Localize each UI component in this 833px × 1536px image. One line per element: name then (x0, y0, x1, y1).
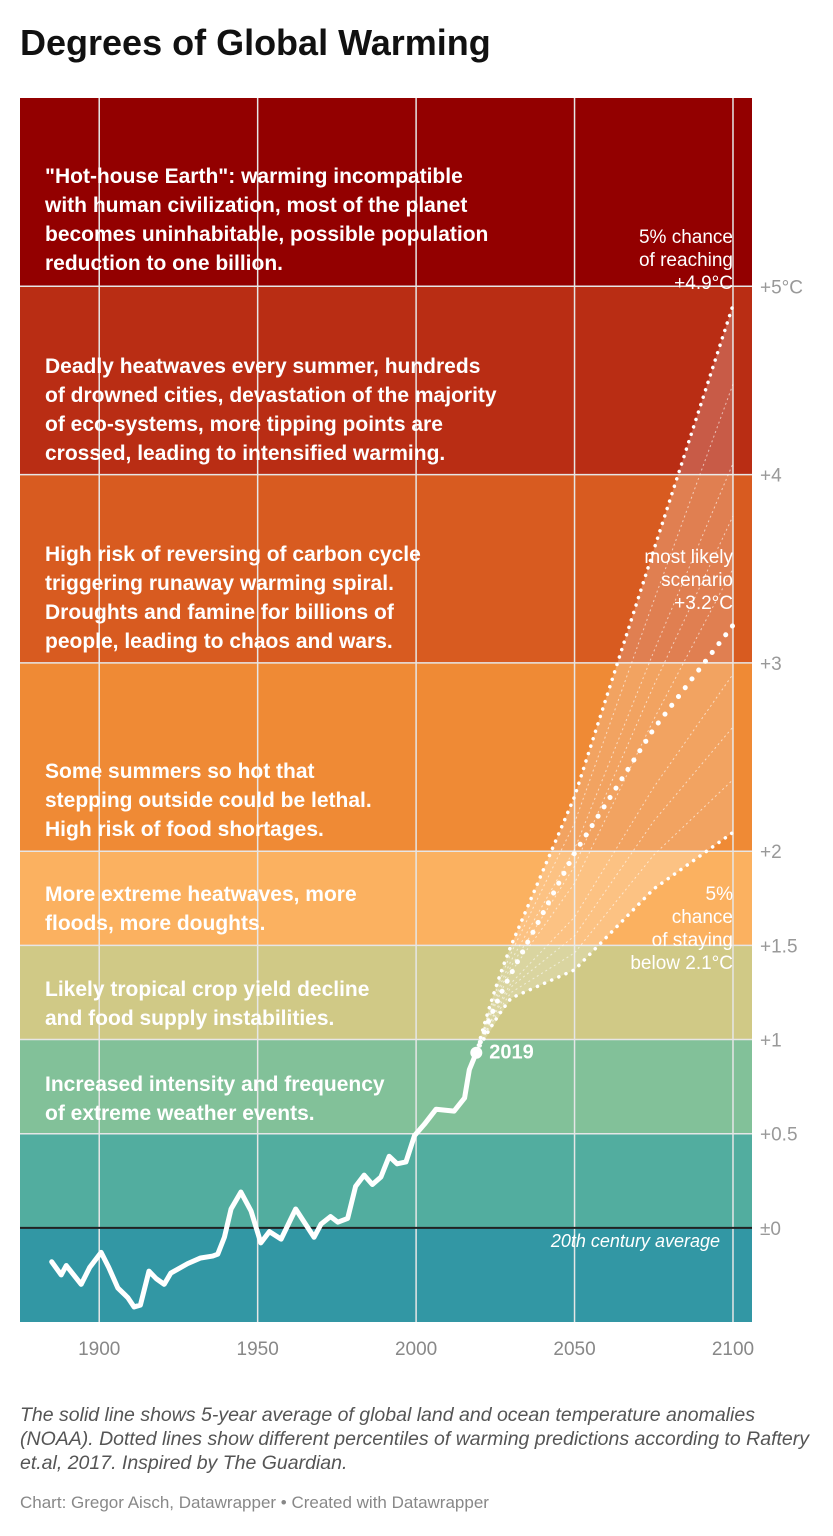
chart-title: Degrees of Global Warming (20, 22, 491, 63)
caption: The solid line shows 5-year average of g… (20, 1404, 810, 1474)
y-tick-label: +5°C (760, 277, 803, 298)
projection-label: 5% chance of staying below 2.1°C (630, 884, 733, 974)
projection-range-area (476, 305, 733, 1053)
band-2 (20, 1039, 752, 1134)
band-4 (20, 851, 752, 946)
chart: 1900 1950 2000 2050 2100 ±0 +0.5 +1 +1.5 +2 +3 +4 +5… (20, 98, 803, 1360)
y-tick-label: +1.5 (760, 936, 798, 957)
projection-line (475, 515, 734, 1053)
band-annotation: "Hot-house Earth": warming incompatible … (45, 165, 489, 275)
x-tick-label: 2000 (395, 1339, 437, 1360)
band-annotation: Increased intensity and frequency of ext… (45, 1073, 385, 1125)
marker-label: 2019 (489, 1042, 533, 1064)
y-tick-label: +3 (760, 654, 782, 675)
y-tick-label: +0.5 (760, 1125, 798, 1146)
projection-line (475, 463, 734, 1053)
marker-2019 (470, 1046, 483, 1059)
band-annotation: High risk of reversing of carbon cycle t… (45, 543, 421, 653)
band-3 (20, 945, 752, 1040)
y-tick-label: +4 (760, 466, 782, 487)
credit: Chart: Gregor Aisch, Datawrapper • Creat… (20, 1493, 489, 1512)
projection-key-line (474, 830, 735, 1055)
x-tick-label: 1900 (78, 1339, 120, 1360)
projection-line (475, 673, 734, 1053)
projection-line (475, 726, 734, 1053)
band-5 (20, 662, 752, 852)
band-8 (20, 98, 752, 287)
projection-label: most likely scenario +3.2°C (644, 547, 733, 614)
y-tick-label: +2 (760, 842, 782, 863)
baseline-label: 20th century average (550, 1231, 720, 1251)
band-7 (20, 286, 752, 475)
projection-key-line (474, 303, 735, 1055)
projection-line (475, 779, 734, 1053)
y-tick-label: ±0 (760, 1219, 781, 1240)
band-annotation: More extreme heatwaves, more floods, mor… (45, 883, 357, 935)
band-annotation: Some summers so hot that stepping outsid… (45, 760, 372, 841)
band-1 (20, 1133, 752, 1228)
projection-key-line (473, 622, 736, 1056)
band-annotation: Likely tropical crop yield decline and f… (45, 978, 370, 1030)
historical-line (49, 1050, 479, 1310)
y-tick-label: +1 (760, 1031, 782, 1052)
band-annotation: Deadly heatwaves every summer, hundreds … (45, 355, 497, 465)
x-tick-label: 2100 (712, 1339, 754, 1360)
x-tick-label: 2050 (553, 1339, 595, 1360)
x-tick-label: 1950 (237, 1339, 279, 1360)
projection-label: 5% chance of reaching +4.9°C (638, 227, 733, 294)
band-6 (20, 474, 752, 663)
